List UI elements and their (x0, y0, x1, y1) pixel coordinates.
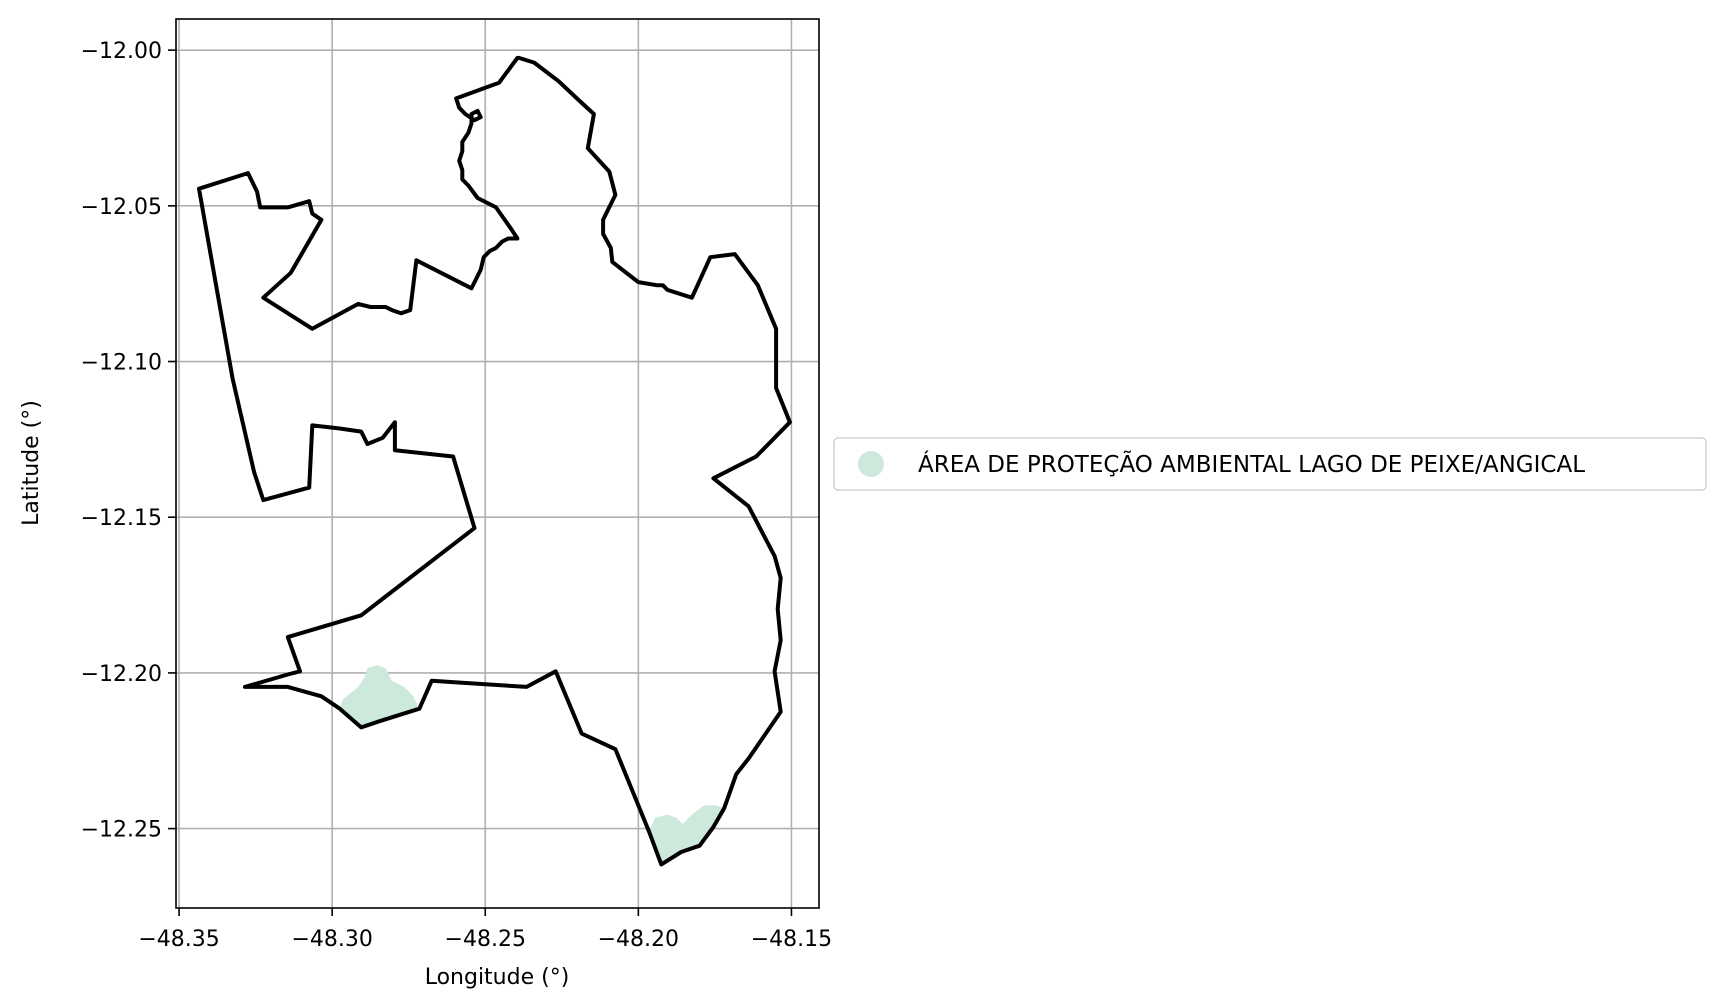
x-axis-ticks: −48.35 −48.30 −48.25 −48.20 −48.15 (138, 908, 832, 952)
protected-area-patch (339, 665, 420, 728)
axes-frame (175, 18, 820, 909)
y-tick-label: −12.00 (81, 39, 162, 64)
legend-box (833, 437, 1707, 491)
protected-area-layer (339, 665, 725, 865)
y-tick-label: −12.25 (81, 818, 162, 843)
municipal-boundary-outline (197, 55, 792, 867)
y-axis-label: Latitude (°) (19, 400, 44, 526)
x-tick-label: −48.15 (751, 927, 832, 952)
legend-entry-label: ÁREA DE PROTEÇÃO AMBIENTAL LAGO DE PEIXE… (918, 450, 1585, 478)
y-tick-label: −12.05 (81, 195, 162, 220)
y-axis-ticks: −12.00 −12.05 −12.10 −12.15 −12.20 −12.25 (81, 39, 176, 843)
x-tick-label: −48.35 (138, 927, 219, 952)
protected-area-patch (649, 805, 725, 865)
legend: ÁREA DE PROTEÇÃO AMBIENTAL LAGO DE PEIXE… (833, 437, 1707, 491)
grid-lines (176, 19, 819, 908)
x-axis-label: Longitude (°) (425, 965, 570, 990)
y-tick-label: −12.15 (81, 506, 162, 531)
y-tick-label: −12.20 (81, 662, 162, 687)
y-tick-label: −12.10 (81, 351, 162, 376)
x-tick-label: −48.20 (598, 927, 679, 952)
x-tick-label: −48.25 (445, 927, 526, 952)
legend-swatch-icon (858, 451, 884, 477)
municipal-boundary-layer (197, 55, 792, 867)
x-tick-label: −48.30 (291, 927, 372, 952)
